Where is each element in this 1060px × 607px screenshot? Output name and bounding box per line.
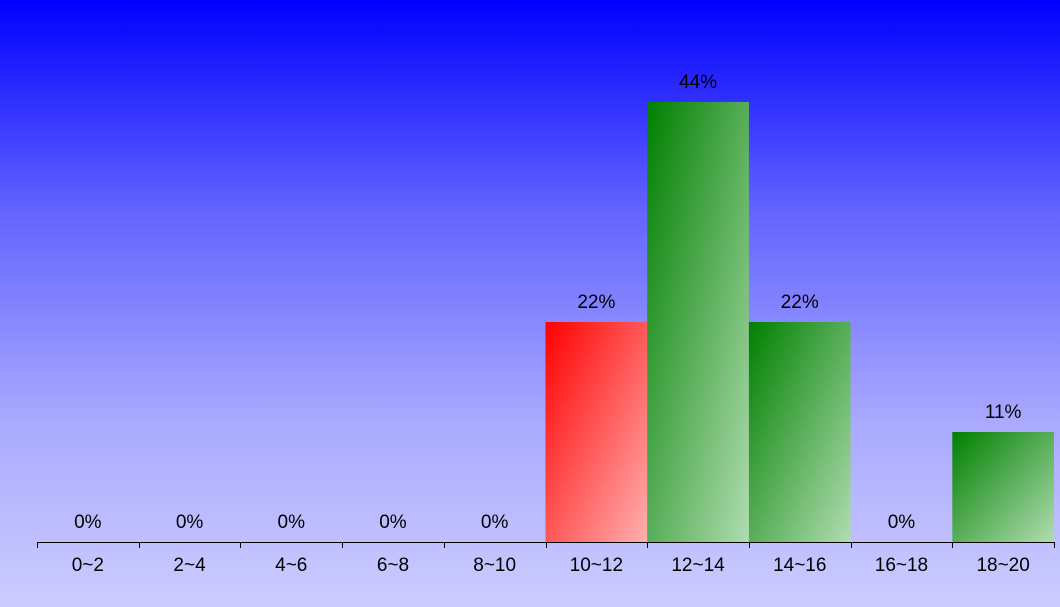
bar-value-label: 0% <box>74 512 102 533</box>
bar <box>952 432 1054 542</box>
bar-value-label: 0% <box>481 512 509 533</box>
bar <box>748 322 851 542</box>
bar-value-label: 44% <box>679 72 717 93</box>
bars-group <box>545 102 1054 542</box>
x-tick-label: 16~18 <box>875 555 928 576</box>
bar-value-label: 0% <box>379 512 407 533</box>
bar-value-label: 22% <box>577 292 615 313</box>
x-tick-label: 4~6 <box>275 555 307 576</box>
bar-value-label: 0% <box>888 512 916 533</box>
bar-value-label: 0% <box>278 512 306 533</box>
bar-value-label: 11% <box>985 402 1022 423</box>
x-axis <box>37 542 1055 548</box>
value-labels-group: 0% 0% 0% 0% 0% 22% 44% 22% 0% 11% <box>74 72 1021 533</box>
x-tick-labels-group: 0~2 2~4 4~6 6~8 8~10 10~12 12~14 14~16 16~18 18~2… <box>72 555 1030 576</box>
x-tick-label: 8~10 <box>473 555 516 576</box>
x-tick-label: 18~20 <box>976 555 1029 576</box>
x-tick-label: 14~16 <box>773 555 826 576</box>
bar-value-label: 22% <box>781 292 819 313</box>
x-tick-label: 6~8 <box>377 555 409 576</box>
bar <box>647 102 749 542</box>
bar-highlighted <box>545 322 648 542</box>
x-tick-label: 12~14 <box>671 555 725 576</box>
x-tick-label: 0~2 <box>72 555 104 576</box>
x-tick-label: 10~12 <box>570 555 623 576</box>
bar-value-label: 0% <box>176 512 204 533</box>
x-tick-label: 2~4 <box>173 555 206 576</box>
